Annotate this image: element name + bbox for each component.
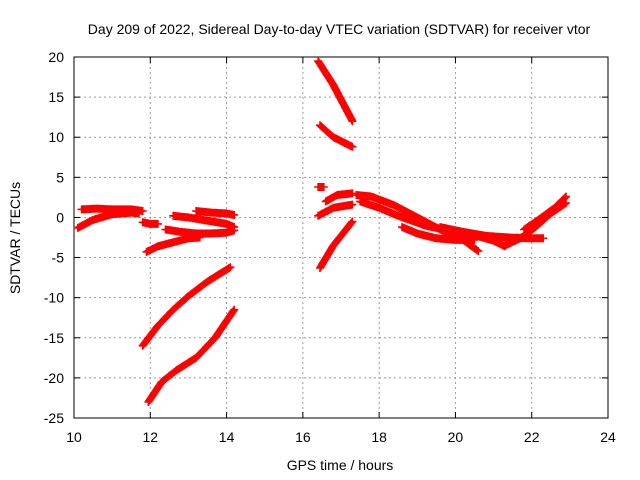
- series-markers: [314, 183, 328, 191]
- axis-ticks: 10 12 14 16 18 20 22 24 -25 -20 -15 -10 -5 0 5 10 15 20: [44, 49, 616, 445]
- series-markers: [161, 225, 239, 238]
- series-arc-v: [520, 192, 570, 234]
- y-axis-label: SDTVAR / TECUs: [7, 182, 23, 294]
- series-arc-c: [138, 218, 162, 228]
- series-markers: [398, 223, 479, 244]
- series-arc-g: [192, 207, 239, 219]
- x-tick-label: 10: [66, 429, 82, 445]
- y-tick-label: 5: [56, 169, 64, 185]
- series-arc-i: [144, 305, 239, 406]
- series-markers: [142, 233, 204, 256]
- y-tick-label: 0: [56, 209, 64, 225]
- series-arc-l: [314, 183, 328, 191]
- x-tick-label: 22: [524, 429, 540, 445]
- series-arc-j: [314, 57, 357, 126]
- series-markers: [138, 263, 235, 350]
- series-arc-n: [314, 200, 357, 220]
- series-arc-m: [321, 189, 357, 206]
- series-markers: [192, 207, 239, 219]
- series-arc-h: [138, 263, 235, 350]
- series-markers: [520, 192, 570, 234]
- data-series: [73, 57, 570, 406]
- x-tick-label: 14: [219, 429, 235, 445]
- series-markers: [77, 204, 147, 215]
- y-tick-label: -15: [44, 330, 64, 346]
- series-arc-t: [451, 227, 509, 251]
- series-markers: [316, 121, 357, 151]
- y-tick-label: -25: [44, 410, 64, 426]
- series-markers: [321, 189, 357, 206]
- x-tick-label: 20: [448, 429, 464, 445]
- series-markers: [144, 305, 239, 406]
- y-tick-label: -10: [44, 290, 64, 306]
- series-arc-e: [161, 225, 239, 238]
- y-tick-label: -20: [44, 370, 64, 386]
- series-markers: [314, 200, 357, 220]
- chart-title: Day 209 of 2022, Sidereal Day-to-day VTE…: [88, 21, 591, 37]
- x-tick-label: 18: [371, 429, 387, 445]
- series-arc-d: [142, 233, 204, 256]
- series-markers: [169, 211, 239, 232]
- y-tick-label: -5: [52, 250, 65, 266]
- series-arc-o: [316, 217, 357, 272]
- series-arc-k: [316, 121, 357, 151]
- series-arc-f: [169, 211, 239, 232]
- series-markers: [316, 217, 357, 272]
- y-tick-label: 20: [48, 49, 64, 65]
- y-tick-label: 10: [48, 129, 64, 145]
- series-arc-r: [398, 223, 479, 244]
- x-tick-label: 16: [295, 429, 311, 445]
- series-markers: [451, 227, 509, 251]
- x-tick-label: 12: [142, 429, 158, 445]
- x-axis-label: GPS time / hours: [287, 457, 394, 473]
- plot-frame: [73, 56, 609, 419]
- series-markers: [314, 57, 357, 126]
- y-tick-label: 15: [48, 89, 64, 105]
- series-arc-b: [77, 204, 147, 215]
- x-tick-label: 24: [600, 429, 616, 445]
- series-markers: [138, 218, 162, 228]
